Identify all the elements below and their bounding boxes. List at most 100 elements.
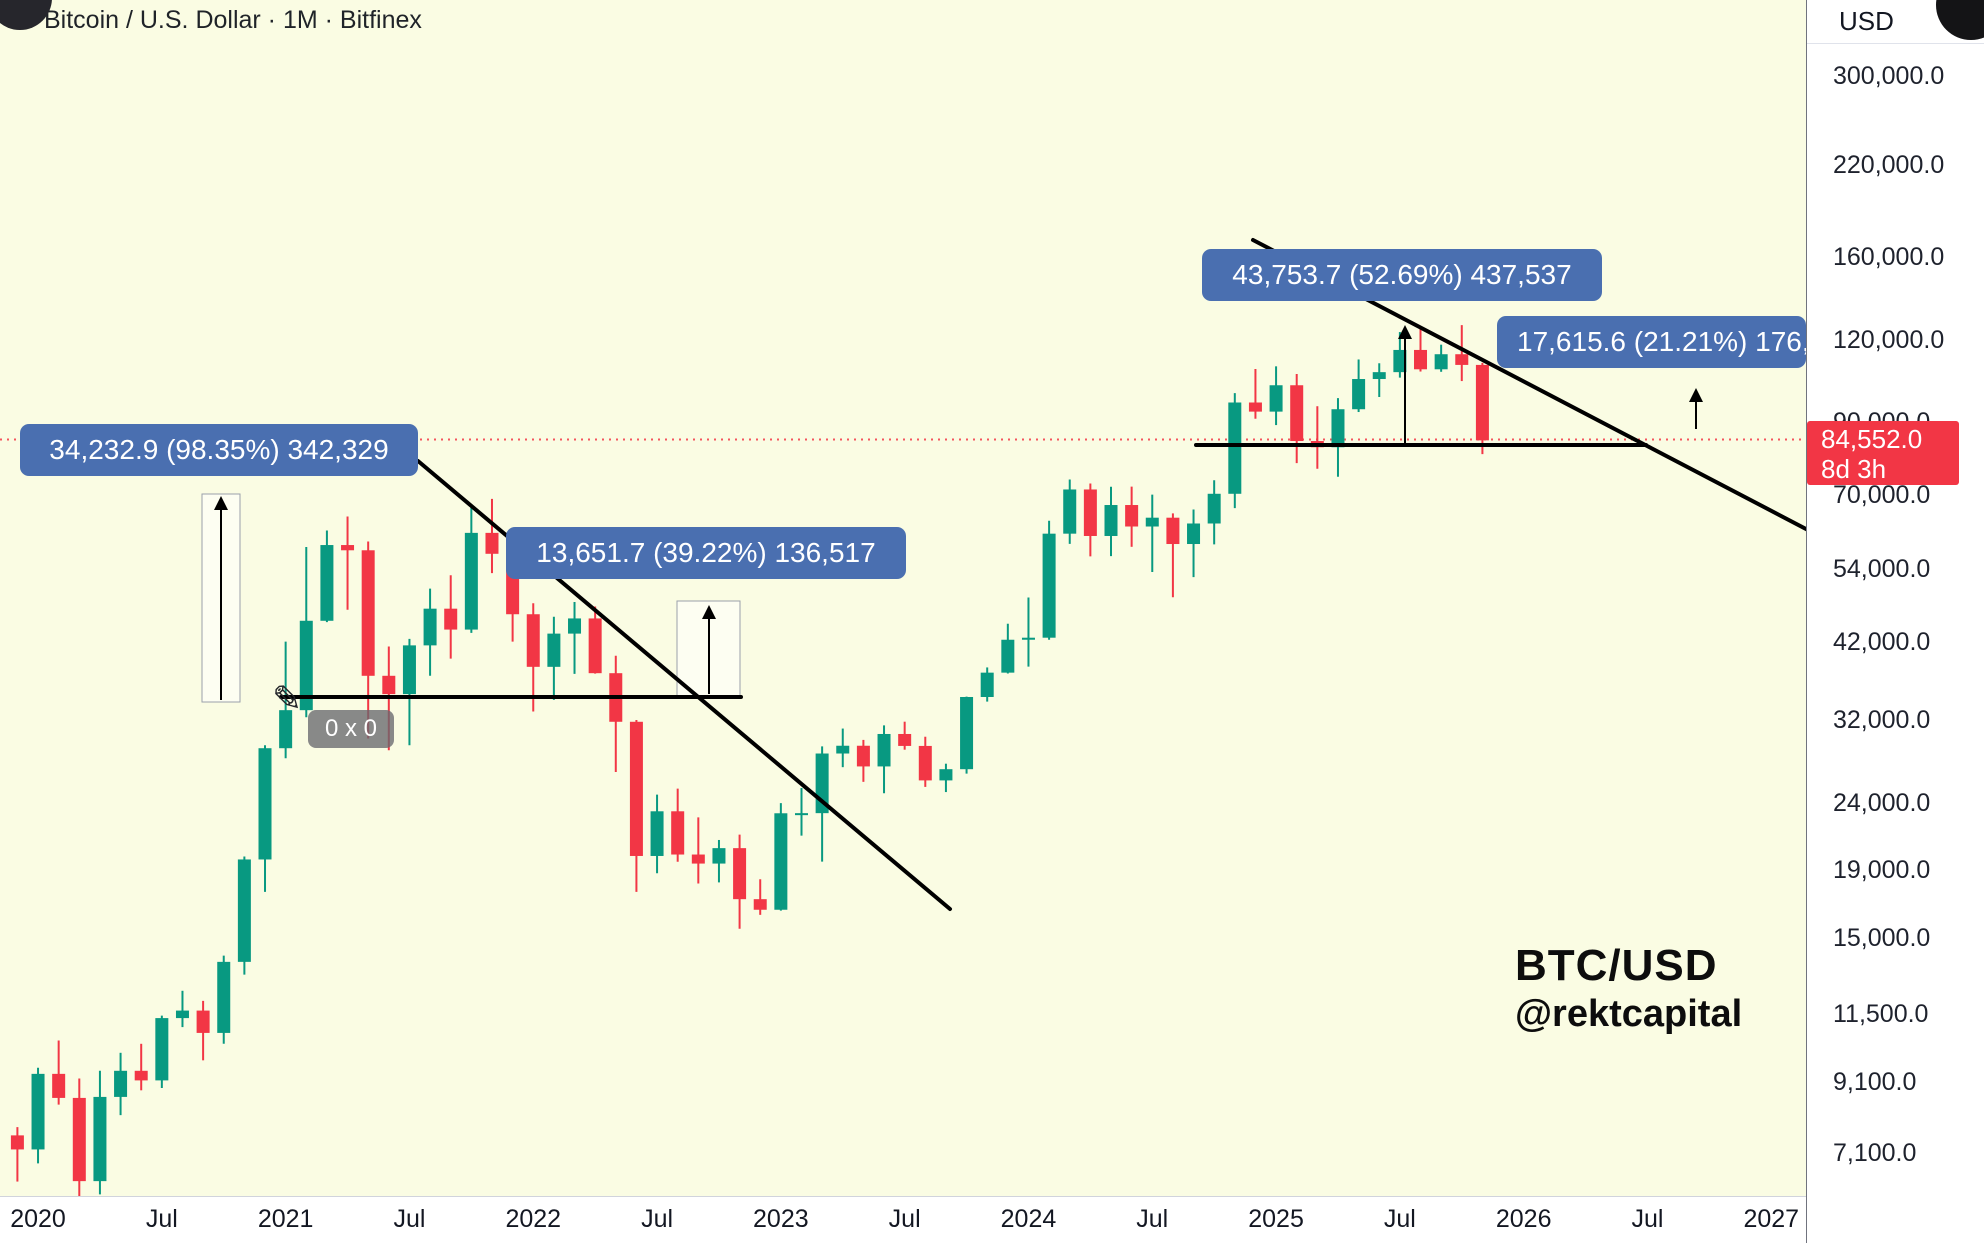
time-tick-label: 2027 [1743,1205,1800,1233]
time-axis[interactable]: 2020 Jul 2021 Jul 2022 Jul 2023 Jul 2024 Jul 2025 J… [0,1196,1806,1243]
time-tick-label: 2025 [1248,1205,1304,1233]
candle [753,879,767,915]
measure-label-2[interactable]: 13,651.7 (39.22%) 136,517 [506,527,906,579]
candle [175,990,189,1028]
watermark-handle: @rektcapital [1515,992,1743,1035]
candle [1269,366,1283,426]
time-tick-label: Jul [1631,1205,1664,1233]
time-tick-label: 2020 [10,1205,66,1233]
candle [1372,363,1386,398]
pencil-cursor-icon: ✎ [272,678,303,719]
candle [568,602,582,674]
time-tick-label: Jul [1136,1205,1169,1233]
candle [423,588,437,676]
measure-arrow-3[interactable] [1398,325,1412,443]
candle [1166,513,1180,598]
time-tick-label: Jul [1383,1205,1416,1233]
candle [1125,486,1139,547]
candle [1145,494,1159,573]
time-tick-label: Jul [641,1205,674,1233]
price-tick-label: 42,000.0 [1833,627,1931,656]
price-axis[interactable]: USD 300,000.0 220,000.0 160,000.0 120,000.0… [1806,0,1984,1243]
candle [1001,623,1015,674]
candle [279,641,293,759]
candle [836,728,850,768]
price-tick-label: 24,000.0 [1833,788,1931,817]
watermark: BTC/USD @rektcapital [1515,940,1742,1037]
candle [712,839,726,883]
candle [52,1040,66,1105]
candle [609,655,623,772]
candle [72,1078,86,1196]
candle [877,725,891,794]
candle [898,721,912,750]
candle [629,719,643,892]
candle [1207,480,1221,545]
candle [794,788,808,836]
measure-arrow-1[interactable] [214,496,228,700]
price-tick-label: 19,000.0 [1833,855,1931,884]
price-tick-label: 15,000.0 [1833,923,1931,952]
candle [588,606,602,674]
candle [1393,332,1407,378]
measure-label-3[interactable]: 43,753.7 (52.69%) 437,537 [1202,249,1602,301]
candle [1331,398,1345,477]
price-axis-header: USD [1807,0,1984,44]
price-tick-label: 9,100.0 [1833,1067,1917,1096]
candle [856,739,870,782]
candle [196,1000,210,1061]
watermark-symbol: BTC/USD [1515,941,1718,990]
candle [1310,406,1324,469]
measure-label-4[interactable]: 17,615.6 (21.21%) 176,156 [1497,316,1806,368]
measure-label-1[interactable]: 34,232.9 (98.35%) 342,329 [20,424,418,476]
chart-plot-area[interactable]: Bitcoin / U.S. Dollar · 1M · Bitfinex 34… [0,0,1806,1196]
candle [1352,359,1366,413]
candle [217,955,231,1044]
candle [774,803,788,911]
candle [671,788,685,862]
time-tick-label: 2022 [505,1205,562,1233]
candle [155,1015,169,1089]
symbol-title[interactable]: Bitcoin / U.S. Dollar · 1M · Bitfinex [44,6,422,34]
last-price-badge: 84,552.0 8d 3h [1807,421,1959,486]
price-tick-label: 120,000.0 [1833,325,1945,354]
candle [1475,362,1489,455]
candle [320,530,334,623]
candle [10,1127,24,1182]
time-tick-label: Jul [145,1205,178,1233]
time-tick-label: 2021 [257,1205,314,1233]
candle [1104,486,1118,557]
last-price-value: 84,552.0 [1821,424,1923,455]
candle [1248,368,1262,419]
candle [93,1070,107,1195]
candle [258,745,272,892]
candle [939,763,953,793]
measure-arrow-4[interactable] [1689,388,1703,429]
candle [960,696,974,774]
candle [1021,597,1035,667]
price-tick-label: 300,000.0 [1833,62,1945,90]
candle [1455,325,1469,382]
candle [1042,520,1056,640]
price-tick-label: 54,000.0 [1833,555,1931,584]
time-tick-label: Jul [888,1205,921,1233]
candle [650,794,664,874]
candle [361,541,375,739]
candle [1228,393,1242,509]
candle [341,516,355,610]
measure-arrow-2[interactable] [702,605,716,694]
time-tick-label: Jul [393,1205,426,1233]
time-tick-label: 2024 [1000,1205,1057,1233]
currency-label: USD [1839,6,1894,36]
candle [1414,329,1428,372]
candle [444,575,458,659]
candle [485,498,499,574]
candle [134,1043,148,1091]
candle [1063,479,1077,544]
candle [547,616,561,700]
candle [299,547,313,718]
candle [1290,373,1304,464]
candle [464,507,478,633]
candle [691,817,705,884]
